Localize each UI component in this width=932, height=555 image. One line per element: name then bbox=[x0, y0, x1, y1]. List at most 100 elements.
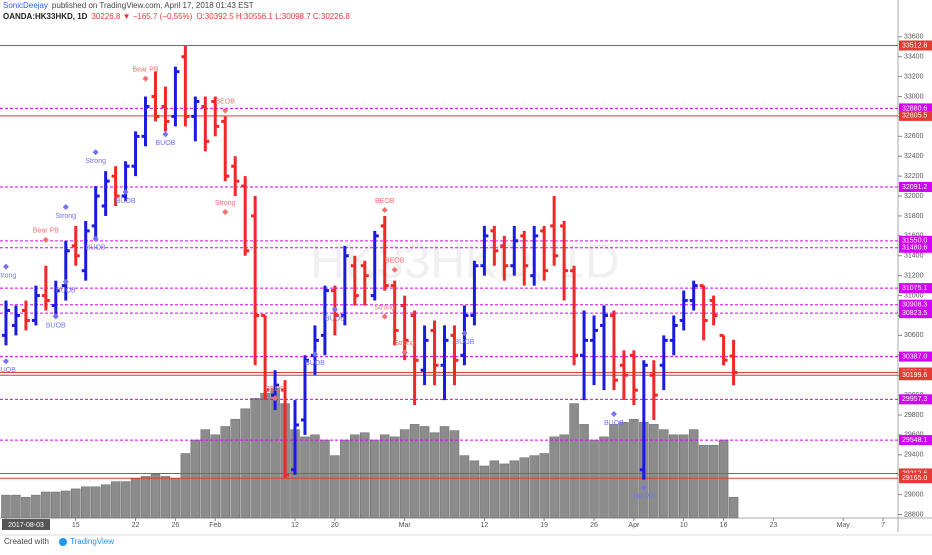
level-label: 32805.5 bbox=[902, 113, 927, 120]
volume-bar bbox=[449, 430, 460, 519]
level-label-box bbox=[899, 435, 932, 446]
y-tick-label: 33600 bbox=[904, 34, 924, 41]
volume-bar bbox=[110, 481, 121, 519]
annotation-label: Strong bbox=[0, 273, 16, 280]
volume-bar bbox=[728, 496, 739, 519]
y-tick-label: 33000 bbox=[904, 93, 924, 100]
volume-bar bbox=[180, 453, 191, 519]
level-label: 30823.5 bbox=[902, 310, 927, 317]
volume-bar bbox=[509, 460, 520, 519]
x-tick-box bbox=[2, 519, 50, 530]
volume-bar bbox=[260, 392, 270, 519]
annotation-label: BUOB bbox=[116, 198, 136, 205]
volume-bar bbox=[100, 484, 111, 519]
y-tick-label: 32600 bbox=[904, 133, 924, 140]
x-tick-label: 19 bbox=[540, 522, 548, 529]
signal-marker bbox=[391, 266, 398, 273]
annotation-label: Strong bbox=[394, 340, 415, 347]
volume-bar bbox=[459, 455, 470, 519]
annotation-label: BUOB bbox=[156, 140, 176, 147]
annotation-label: BEOB bbox=[216, 98, 236, 105]
y-tick-label: 31800 bbox=[904, 213, 924, 220]
y-tick-label: 32400 bbox=[904, 153, 924, 160]
x-tick-label: 15 bbox=[72, 522, 80, 529]
volume-bar bbox=[429, 432, 440, 519]
footer-text: Created with bbox=[4, 537, 49, 546]
volume-bar bbox=[31, 494, 41, 519]
y-tick-label: 32200 bbox=[904, 173, 924, 180]
level-label-box bbox=[899, 40, 932, 51]
annotation-label: Strong bbox=[215, 200, 236, 207]
signal-marker bbox=[142, 75, 149, 82]
volume-bar bbox=[549, 436, 559, 519]
volume-bar bbox=[669, 434, 679, 519]
volume-bar bbox=[619, 422, 629, 519]
level-label: 30199.6 bbox=[902, 372, 927, 379]
signal-marker bbox=[222, 107, 229, 114]
x-tick-label: Feb bbox=[209, 522, 221, 529]
annotation-label: Bear PB bbox=[33, 228, 59, 235]
y-tick-label: 29800 bbox=[904, 412, 924, 419]
annotation-label: BEOB bbox=[265, 386, 285, 393]
volume-bar bbox=[140, 476, 151, 519]
y-tick-label: 31400 bbox=[904, 253, 924, 260]
volume-bar bbox=[589, 439, 599, 519]
level-label: 31550.0 bbox=[902, 238, 927, 245]
volume-bar bbox=[360, 432, 370, 519]
level-label-box bbox=[899, 103, 932, 114]
volume-bar bbox=[479, 465, 490, 519]
volume-bar bbox=[389, 436, 400, 519]
level-label: 31075.1 bbox=[902, 285, 927, 292]
signal-marker bbox=[272, 395, 279, 402]
signal-marker bbox=[610, 410, 617, 417]
volume-bar bbox=[708, 444, 719, 519]
volume-bar bbox=[539, 453, 549, 519]
level-label: 32091.2 bbox=[902, 184, 927, 191]
volume-bar bbox=[599, 436, 609, 519]
annotation-label: Strong bbox=[374, 304, 395, 311]
signal-marker bbox=[381, 207, 388, 214]
signal-marker bbox=[162, 131, 169, 138]
volume-bar bbox=[150, 474, 161, 519]
volume-bar bbox=[210, 434, 221, 519]
annotation-label: BUOB bbox=[46, 322, 66, 329]
level-label-box bbox=[899, 242, 932, 253]
annotation-label: BUOB bbox=[86, 245, 106, 252]
volume-bar bbox=[489, 460, 500, 519]
y-tick-label: 33400 bbox=[904, 54, 924, 61]
volume-bar bbox=[350, 434, 360, 519]
volume-bar bbox=[419, 426, 430, 519]
footer-brand: TradingView bbox=[70, 537, 114, 546]
annotation-label: BEOB bbox=[375, 198, 395, 205]
volume-bar bbox=[649, 424, 659, 519]
volume-bar bbox=[469, 460, 480, 519]
annotation-label: Strong bbox=[85, 158, 106, 165]
volume-bar bbox=[629, 418, 639, 519]
volume-bar bbox=[51, 491, 61, 519]
signal-marker bbox=[311, 351, 318, 358]
volume-bar bbox=[11, 494, 21, 519]
volume-bar bbox=[130, 478, 141, 519]
annotation-label: BUOB bbox=[0, 367, 16, 374]
level-label-box bbox=[899, 181, 932, 192]
level-label-box bbox=[899, 283, 932, 294]
volume-bar bbox=[439, 426, 450, 519]
y-tick-label: 28800 bbox=[904, 511, 924, 518]
level-label-box bbox=[899, 394, 932, 405]
volume-bar bbox=[529, 455, 539, 519]
y-tick-label: 31200 bbox=[904, 273, 924, 280]
volume-bar bbox=[1, 494, 11, 519]
signal-marker bbox=[2, 358, 9, 365]
annotation-label: Strong bbox=[55, 213, 76, 220]
signal-marker bbox=[331, 306, 338, 313]
level-label-box bbox=[899, 235, 932, 246]
level-label: 29957.3 bbox=[902, 396, 927, 403]
annotation-label: BUOB bbox=[305, 360, 325, 367]
volume-bar bbox=[340, 439, 350, 519]
annotation-label: BUOB bbox=[325, 315, 345, 322]
level-label: 30908.3 bbox=[902, 302, 927, 309]
level-label-box bbox=[899, 370, 932, 381]
y-tick-label: 29000 bbox=[904, 491, 924, 498]
volume-bar bbox=[519, 457, 529, 519]
